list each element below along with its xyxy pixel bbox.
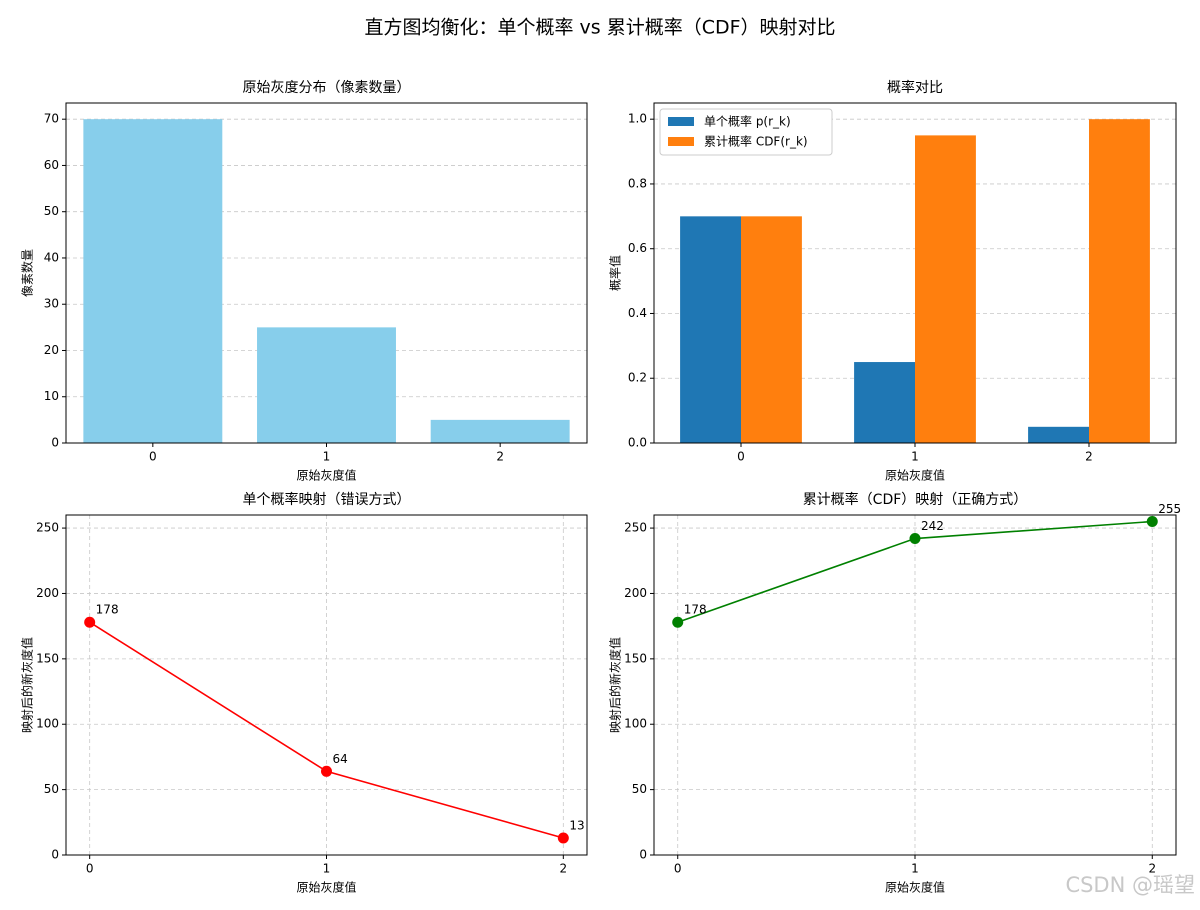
y-tick-label: 60 <box>44 158 59 172</box>
y-tick-label: 50 <box>44 782 59 796</box>
y-tick-label: 1.0 <box>628 112 647 126</box>
data-label: 255 <box>1158 502 1181 516</box>
x-tick-label: 0 <box>737 450 745 464</box>
x-tick-label: 2 <box>559 862 567 876</box>
x-tick-label: 0 <box>674 862 682 876</box>
bar <box>680 216 741 443</box>
y-tick-label: 0.2 <box>628 371 647 385</box>
y-tick-label: 0.0 <box>628 436 647 450</box>
legend-label: 单个概率 p(r_k) <box>704 114 791 129</box>
legend-box <box>659 108 833 156</box>
x-axis-label: 原始灰度值 <box>885 880 945 895</box>
x-axis-label: 原始灰度值 <box>296 468 356 483</box>
bar <box>915 135 976 443</box>
legend-swatch <box>668 137 694 146</box>
marker <box>672 616 684 628</box>
y-tick-label: 0 <box>51 848 59 862</box>
y-tick-label: 100 <box>624 717 647 731</box>
y-tick-label: 20 <box>44 343 59 357</box>
y-axis-label: 映射后的新灰度值 <box>608 637 623 733</box>
marker <box>321 765 332 777</box>
bar <box>257 327 396 443</box>
y-tick-label: 0.4 <box>628 306 647 320</box>
y-tick-label: 0.8 <box>628 176 647 190</box>
y-tick-label: 200 <box>36 586 59 600</box>
x-tick-label: 2 <box>1148 862 1156 876</box>
marker <box>557 832 569 844</box>
plot-frame <box>65 102 588 444</box>
plot-frame <box>653 102 1177 444</box>
bar <box>1028 426 1089 443</box>
y-tick-label: 10 <box>44 389 59 403</box>
bar <box>1089 119 1150 443</box>
watermark: CSDN @瑶望 <box>1065 873 1195 897</box>
y-tick-label: 150 <box>624 651 647 665</box>
bar <box>430 419 570 443</box>
y-tick-label: 100 <box>36 717 59 731</box>
marker <box>1146 516 1158 528</box>
x-tick-label: 0 <box>86 862 94 876</box>
legend-label: 累计概率 CDF(r_k) <box>704 134 808 149</box>
data-label: 242 <box>921 519 944 533</box>
bar <box>854 362 915 443</box>
y-tick-label: 0 <box>639 848 647 862</box>
x-tick-label: 1 <box>911 450 919 464</box>
x-tick-label: 0 <box>149 450 157 464</box>
data-label: 64 <box>333 752 348 766</box>
y-tick-label: 250 <box>36 521 59 535</box>
x-tick-label: 2 <box>1085 450 1093 464</box>
y-tick-label: 70 <box>44 112 59 126</box>
x-tick-label: 1 <box>323 450 331 464</box>
y-tick-label: 50 <box>44 204 59 218</box>
x-tick-label: 1 <box>323 862 331 876</box>
marker <box>909 533 921 545</box>
chart-title: 单个概率映射（错误方式） <box>243 491 411 508</box>
y-tick-label: 150 <box>36 651 59 665</box>
plot-frame <box>653 514 1177 856</box>
y-tick-label: 30 <box>44 297 59 311</box>
x-tick-label: 2 <box>496 450 504 464</box>
figure-title: 直方图均衡化：单个概率 vs 累计概率（CDF）映射对比 <box>364 17 835 39</box>
y-tick-label: 200 <box>624 586 647 600</box>
data-label: 13 <box>569 819 584 833</box>
y-axis-label: 概率值 <box>608 255 623 291</box>
y-axis-label: 映射后的新灰度值 <box>20 637 35 733</box>
bar <box>83 119 223 443</box>
legend-swatch <box>668 117 694 126</box>
x-axis-label: 原始灰度值 <box>296 880 356 895</box>
y-tick-label: 250 <box>624 521 647 535</box>
plot-frame <box>65 514 588 856</box>
data-label: 178 <box>684 603 707 617</box>
x-axis-label: 原始灰度值 <box>885 468 945 483</box>
marker <box>84 616 96 628</box>
chart-title: 原始灰度分布（像素数量） <box>243 80 411 96</box>
y-tick-label: 0.6 <box>628 241 647 255</box>
y-tick-label: 50 <box>632 782 647 796</box>
y-tick-label: 0 <box>51 436 59 450</box>
bar <box>741 216 802 443</box>
chart-title: 概率对比 <box>887 79 943 96</box>
y-tick-label: 40 <box>44 250 59 264</box>
y-axis-label: 像素数量 <box>20 249 35 297</box>
data-label: 178 <box>96 603 119 617</box>
chart-title: 累计概率（CDF）映射（正确方式） <box>803 491 1028 508</box>
x-tick-label: 1 <box>911 862 919 876</box>
